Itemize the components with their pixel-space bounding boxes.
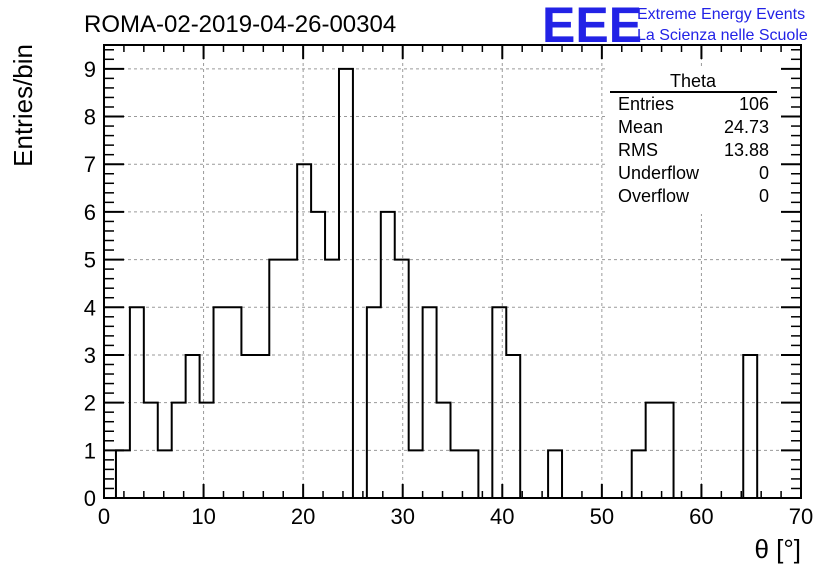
axis-ticks	[103, 45, 802, 499]
y-tick-label: 5	[84, 248, 96, 273]
y-tick-label: 9	[84, 57, 96, 82]
stats-value-entries: 106	[739, 94, 769, 114]
logo-line-2: La Scienza nelle Scuole	[637, 27, 808, 44]
stats-header: Theta	[670, 71, 717, 91]
stats-label-rms: RMS	[618, 140, 658, 160]
stats-value-overflow: 0	[759, 186, 769, 206]
x-tick-label: 30	[390, 504, 414, 529]
y-tick-labels: 0 1 2 3 4 5 6 7 8 9	[84, 57, 96, 511]
x-tick-label: 10	[191, 504, 215, 529]
y-tick-label: 4	[84, 295, 96, 320]
y-tick-label: 7	[84, 152, 96, 177]
y-tick-label: 0	[84, 486, 96, 511]
x-tick-label: 70	[789, 504, 813, 529]
stats-value-underflow: 0	[759, 163, 769, 183]
y-tick-label: 6	[84, 200, 96, 225]
histogram-outline	[114, 67, 759, 499]
stats-label-mean: Mean	[618, 117, 663, 137]
plot-frame	[103, 44, 802, 499]
x-tick-label: 40	[490, 504, 514, 529]
stats-label-entries: Entries	[618, 94, 674, 114]
x-tick-labels: 0 10 20 30 40 50 60 70	[98, 504, 813, 529]
stats-label-overflow: Overflow	[618, 186, 690, 206]
logo-line-1: Extreme Energy Events	[637, 6, 805, 23]
x-axis-label: θ [°]	[754, 534, 801, 564]
chart-title: ROMA-02-2019-04-26-00304	[84, 11, 396, 38]
y-axis-label: Entries/bin	[8, 44, 38, 167]
stats-value-mean: 24.73	[724, 117, 769, 137]
x-tick-label: 50	[590, 504, 614, 529]
x-tick-label: 0	[98, 504, 110, 529]
x-tick-label: 60	[689, 504, 713, 529]
y-tick-label: 3	[84, 343, 96, 368]
stats-value-rms: 13.88	[724, 140, 769, 160]
y-tick-label: 1	[84, 438, 96, 463]
stats-box: Theta Entries 106 Mean 24.73 RMS 13.88 U…	[607, 66, 781, 214]
y-tick-label: 2	[84, 391, 96, 416]
y-tick-label: 8	[84, 105, 96, 130]
stats-label-underflow: Underflow	[618, 163, 700, 183]
eee-logo: EEE Extreme Energy Events La Scienza nel…	[542, 0, 808, 53]
x-tick-label: 20	[291, 504, 315, 529]
logo-mark: EEE	[542, 0, 642, 53]
